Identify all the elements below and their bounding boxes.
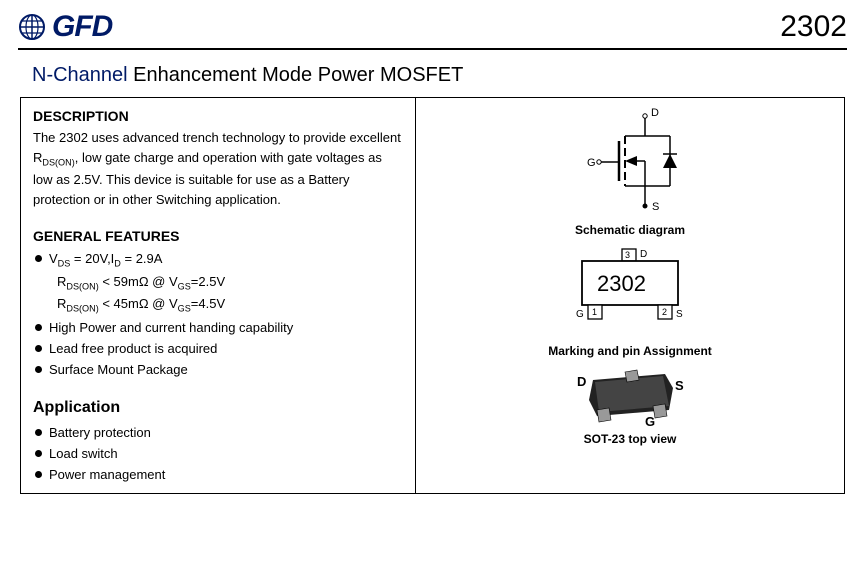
features-heading: GENERAL FEATURES xyxy=(33,226,403,248)
app-item: Battery protection xyxy=(33,423,403,444)
brand-text: GFD xyxy=(52,10,112,44)
schematic-caption: Schematic diagram xyxy=(555,223,705,237)
app-item: Load switch xyxy=(33,444,403,465)
diagram-column: D G xyxy=(416,98,844,493)
features-list-2: High Power and current handing capabilit… xyxy=(33,318,403,380)
r2-end: =4.5V xyxy=(191,296,225,311)
feature-spec: VDS = 20V,ID = 2.9A xyxy=(33,249,403,271)
svg-text:1: 1 xyxy=(592,307,597,317)
feature-rds1: RDS(ON) < 59mΩ @ VGS=2.5V xyxy=(33,272,403,294)
marking-caption: Marking and pin Assignment xyxy=(548,344,712,358)
f-vds-sub: DS xyxy=(58,259,71,269)
globe-icon xyxy=(18,13,46,41)
f-vds-mid: = 20V,I xyxy=(70,251,114,266)
page-header: GFD 2302 xyxy=(18,10,847,50)
r1-gs: GS xyxy=(178,281,191,291)
feature-smt: Surface Mount Package xyxy=(33,360,403,381)
svg-text:2: 2 xyxy=(662,307,667,317)
marking-diagram: 3 D 2302 1 G 2 S Marking and pin Assignm… xyxy=(548,245,712,366)
application-heading: Application xyxy=(33,396,403,421)
feature-leadfree: Lead free product is acquired xyxy=(33,339,403,360)
part-number: 2302 xyxy=(780,10,847,44)
page-subtitle: N-Channel Enhancement Mode Power MOSFET xyxy=(32,64,847,87)
r2-gs: GS xyxy=(178,303,191,313)
marking-text: 2302 xyxy=(597,271,646,296)
datasheet-panel: DESCRIPTION The 2302 uses advanced trenc… xyxy=(20,97,845,494)
subtitle-prefix: N-Channel xyxy=(32,64,128,86)
r1-sub: DS(ON) xyxy=(66,281,98,291)
schematic-label-d: D xyxy=(651,107,659,119)
svg-text:G: G xyxy=(645,414,655,428)
description-text: The 2302 uses advanced trench technology… xyxy=(33,128,403,210)
r1-pre: R xyxy=(57,274,66,289)
feature-rds2: RDS(ON) < 45mΩ @ VGS=4.5V xyxy=(33,294,403,316)
subtitle-rest: Enhancement Mode Power MOSFET xyxy=(128,64,464,86)
sot23-caption: SOT-23 top view xyxy=(584,432,677,446)
f-vds-pre: V xyxy=(49,251,58,266)
schematic-label-s: S xyxy=(652,201,659,213)
app-item: Power management xyxy=(33,465,403,486)
schematic-diagram: D G xyxy=(555,106,705,245)
application-list: Battery protection Load switch Power man… xyxy=(33,423,403,485)
svg-text:S: S xyxy=(676,309,683,320)
r1-end: =2.5V xyxy=(191,274,225,289)
brand-group: GFD xyxy=(18,10,112,44)
desc-part2: , low gate charge and operation with gat… xyxy=(33,150,382,207)
r2-mid: < 45mΩ @ V xyxy=(99,296,178,311)
f-id-end: = 2.9A xyxy=(121,251,163,266)
features-list: VDS = 20V,ID = 2.9A xyxy=(33,249,403,271)
feature-power: High Power and current handing capabilit… xyxy=(33,318,403,339)
f-id-sub: D xyxy=(114,259,121,269)
svg-text:G: G xyxy=(576,309,584,320)
r2-sub: DS(ON) xyxy=(66,303,98,313)
r2-pre: R xyxy=(57,296,66,311)
schematic-label-g: G xyxy=(587,157,596,169)
text-column: DESCRIPTION The 2302 uses advanced trenc… xyxy=(21,98,416,493)
description-heading: DESCRIPTION xyxy=(33,106,403,128)
svg-text:D: D xyxy=(640,249,647,260)
svg-text:3: 3 xyxy=(625,250,630,260)
sot23-diagram: D S G SOT-23 top view xyxy=(565,366,695,454)
svg-text:D: D xyxy=(577,374,586,389)
svg-text:S: S xyxy=(675,378,684,393)
desc-rds-sub: DS(ON) xyxy=(42,157,74,167)
r1-mid: < 59mΩ @ V xyxy=(99,274,178,289)
